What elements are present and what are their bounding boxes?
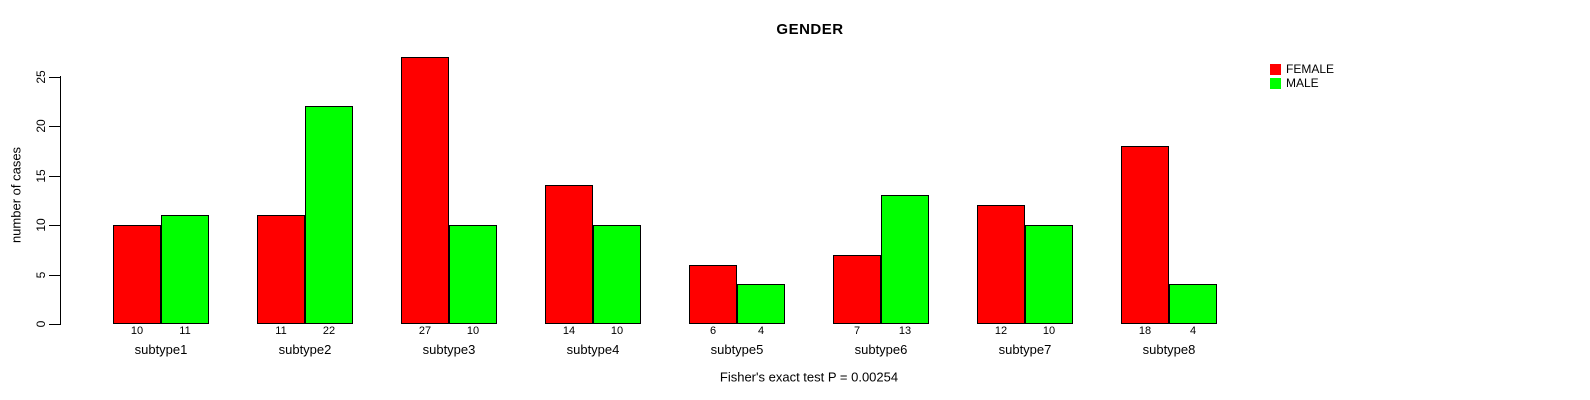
legend: FEMALE MALE (1270, 62, 1334, 90)
bar-value-label: 11 (179, 325, 191, 337)
legend-label-female: FEMALE (1286, 62, 1335, 76)
bar-value-label: 22 (322, 325, 336, 337)
bar-value-label: 13 (898, 325, 912, 337)
bar-value-label: 10 (466, 325, 480, 337)
bar-female-subtype7 (977, 205, 1025, 324)
bar-value-label: 12 (994, 325, 1008, 337)
y-axis-tick (49, 274, 60, 276)
bar-female-subtype2 (257, 215, 305, 324)
bar-female-subtype8 (1121, 146, 1169, 324)
bar-value-label: 4 (757, 325, 765, 337)
y-axis-tick-label: 0 (34, 320, 48, 328)
x-axis-label-subtype7: subtype7 (998, 342, 1052, 357)
bar-female-subtype6 (833, 255, 881, 324)
bar-male-subtype4 (593, 225, 641, 324)
y-axis-tick (49, 225, 60, 226)
bar-female-subtype3 (401, 57, 449, 324)
bar-value-label: 6 (709, 325, 717, 337)
x-axis-label-subtype3: subtype3 (422, 342, 476, 357)
bar-male-subtype6 (881, 195, 929, 324)
y-axis-tick-label: 10 (34, 218, 48, 232)
bar-male-subtype2 (305, 106, 353, 324)
legend-item-female: FEMALE (1270, 62, 1334, 76)
bar-value-label: 27 (418, 325, 432, 337)
female-color-swatch (1270, 63, 1281, 75)
y-axis-tick (49, 126, 60, 127)
bar-male-subtype3 (449, 225, 497, 324)
bar-male-subtype5 (737, 284, 785, 324)
chart-title: GENDER (776, 21, 844, 38)
bar-value-label: 10 (130, 325, 144, 337)
x-axis-label-subtype5: subtype5 (710, 342, 764, 357)
x-axis-label-subtype6: subtype6 (854, 342, 908, 357)
bar-male-subtype1 (161, 215, 209, 324)
bar-female-subtype4 (545, 185, 593, 324)
bar-value-label: 4 (1189, 325, 1197, 337)
legend-label-male: MALE (1286, 76, 1319, 90)
fisher-test-caption: Fisher's exact test P = 0.00254 (719, 369, 899, 385)
x-axis-label-subtype8: subtype8 (1142, 342, 1196, 357)
y-axis-tick-label: 20 (34, 119, 48, 133)
bar-male-subtype7 (1025, 225, 1073, 324)
bar-value-label: 18 (1138, 325, 1152, 337)
x-axis-label-subtype2: subtype2 (278, 342, 332, 357)
y-axis-line (60, 76, 61, 325)
x-axis-label-subtype1: subtype1 (134, 342, 188, 357)
legend-item-male: MALE (1270, 76, 1334, 90)
y-axis-tick (49, 76, 60, 78)
y-axis-tick-label: 25 (34, 69, 48, 84)
bar-value-label: 10 (1042, 325, 1056, 337)
bar-value-label: 10 (610, 325, 624, 337)
y-axis-tick-label: 5 (34, 271, 48, 278)
y-axis-label: number of cases (8, 146, 24, 244)
bar-female-subtype5 (689, 265, 737, 324)
male-color-swatch (1270, 77, 1281, 89)
y-axis-tick (49, 324, 60, 325)
y-axis-tick-label: 15 (34, 168, 48, 183)
bar-value-label: 7 (853, 325, 861, 337)
bar-value-label: 11 (275, 325, 287, 337)
y-axis-tick (49, 175, 60, 177)
bar-male-subtype8 (1169, 284, 1217, 324)
x-axis-label-subtype4: subtype4 (566, 342, 620, 357)
bar-female-subtype1 (113, 225, 161, 324)
bar-value-label: 14 (562, 325, 576, 337)
